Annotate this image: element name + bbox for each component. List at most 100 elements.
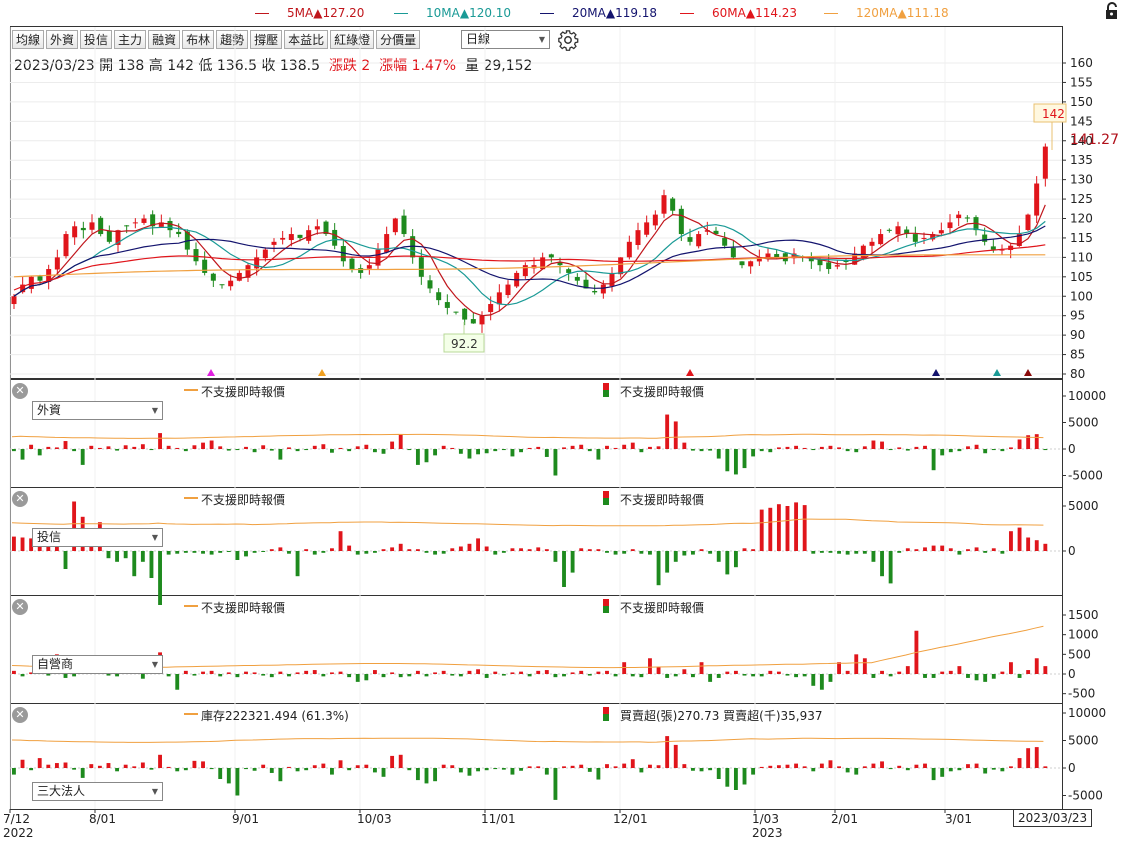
volume-bar: [785, 446, 790, 449]
unlock-icon[interactable]: [1104, 2, 1120, 24]
volume-bar: [29, 672, 34, 674]
panel-select-value: 外資: [37, 403, 62, 417]
signal-marker: [932, 369, 940, 376]
volume-bar: [639, 551, 644, 554]
volume-bar: [149, 449, 154, 451]
volume-bar: [665, 414, 670, 449]
volume-bar: [914, 764, 919, 768]
volume-tick-label: -500: [1068, 687, 1095, 701]
volume-tick-label: 1500: [1068, 608, 1099, 622]
close-panel-icon[interactable]: ✕: [12, 707, 28, 723]
volume-bar: [450, 674, 455, 676]
volume-bar: [527, 674, 532, 677]
volume-ma-line: [11, 737, 1044, 743]
volume-bar: [1026, 435, 1031, 449]
volume-bar: [871, 551, 876, 562]
volume-bar: [837, 551, 841, 554]
indicator-button[interactable]: 外資: [46, 30, 79, 49]
candle-body: [765, 253, 771, 259]
candle-body: [271, 241, 277, 245]
candle-body: [921, 237, 927, 239]
panel-indicator-select[interactable]: 自營商 ▼: [32, 655, 163, 674]
volume-bar: [708, 449, 713, 451]
volume-bar: [338, 671, 343, 674]
volume-bar: [338, 447, 343, 449]
panel-indicator-select[interactable]: 三大法人 ▼: [32, 782, 163, 801]
volume-bar: [544, 670, 549, 674]
volume-bar: [295, 449, 300, 452]
indicator-button[interactable]: 分價量: [376, 30, 421, 49]
volume-bar: [656, 765, 661, 768]
volume-bar: [467, 768, 472, 776]
volume-tick-label: 0: [1068, 544, 1076, 558]
volume-bar: [140, 444, 145, 449]
candle-body: [340, 246, 346, 262]
chevron-down-icon: ▼: [151, 406, 158, 415]
volume-bar: [407, 449, 412, 451]
date-tick-label: 12/01: [613, 812, 648, 826]
indicator-button[interactable]: 撐壓: [250, 30, 283, 49]
indicator-button[interactable]: 投信: [80, 30, 113, 49]
volume-bar: [742, 548, 747, 551]
indicator-button[interactable]: 趨勢: [216, 30, 249, 49]
volume-bar: [553, 768, 558, 800]
panel-ma-label: 不支援即時報價: [201, 493, 286, 507]
volume-bar: [699, 449, 704, 452]
indicator-button[interactable]: 均線: [12, 30, 45, 49]
volume-bar: [355, 765, 360, 768]
candle-body: [1042, 146, 1048, 179]
volume-bar: [493, 551, 498, 555]
volume-value: 29,152: [483, 58, 533, 74]
volume-bar: [957, 666, 962, 674]
candle-body: [141, 218, 147, 223]
volume-bar: [372, 768, 377, 773]
indicator-button[interactable]: 紅綠燈: [330, 30, 375, 49]
indicator-button[interactable]: 主力: [114, 30, 147, 49]
volume-bar: [450, 447, 455, 449]
indicator-button[interactable]: 融資: [148, 30, 181, 49]
ma-legend-line: [184, 497, 198, 499]
volume-bar: [261, 764, 266, 768]
volume-bar: [519, 768, 523, 771]
gear-icon[interactable]: [557, 29, 579, 55]
close-panel-icon[interactable]: ✕: [12, 383, 28, 399]
volume-bar: [287, 551, 291, 554]
volume-bar: [37, 449, 42, 456]
volume-bar: [991, 449, 996, 451]
volume-bar: [966, 764, 970, 768]
bar-legend-up: [603, 707, 609, 714]
close-panel-icon[interactable]: ✕: [12, 599, 28, 615]
candle-body: [834, 265, 840, 267]
indicator-button[interactable]: 本益比: [284, 30, 329, 49]
volume-ma-line: [11, 518, 1044, 527]
volume-bar: [372, 551, 377, 553]
candle-body: [427, 280, 433, 289]
panel-indicator-select[interactable]: 投信 ▼: [32, 528, 163, 547]
volume-bar: [115, 551, 120, 562]
volume-bar: [97, 447, 102, 449]
volume-bar: [123, 551, 128, 559]
volume-bar: [673, 674, 678, 677]
volume-bar: [819, 763, 824, 768]
volume-bar: [759, 509, 764, 551]
candle-body: [358, 268, 364, 273]
close-panel-icon[interactable]: ✕: [12, 491, 28, 507]
candle-body: [982, 234, 988, 242]
volume-bar: [158, 754, 162, 768]
volume-bar: [562, 766, 566, 768]
panel-indicator-select[interactable]: 外資 ▼: [32, 401, 163, 420]
bar-legend-icon: [603, 707, 609, 721]
signal-marker: [1024, 369, 1032, 376]
volume-bar: [527, 549, 532, 551]
volume-tick-label: 1000: [1068, 628, 1099, 642]
volume-bar: [845, 449, 850, 452]
volume-bar: [226, 672, 231, 674]
volume-bar: [1009, 766, 1013, 768]
volume-bar: [794, 502, 799, 551]
volume-bar: [80, 768, 85, 778]
period-select[interactable]: 日線 ▼: [461, 30, 550, 49]
volume-bar: [304, 768, 309, 771]
volume-bar: [527, 447, 532, 449]
indicator-button[interactable]: 布林: [182, 30, 215, 49]
